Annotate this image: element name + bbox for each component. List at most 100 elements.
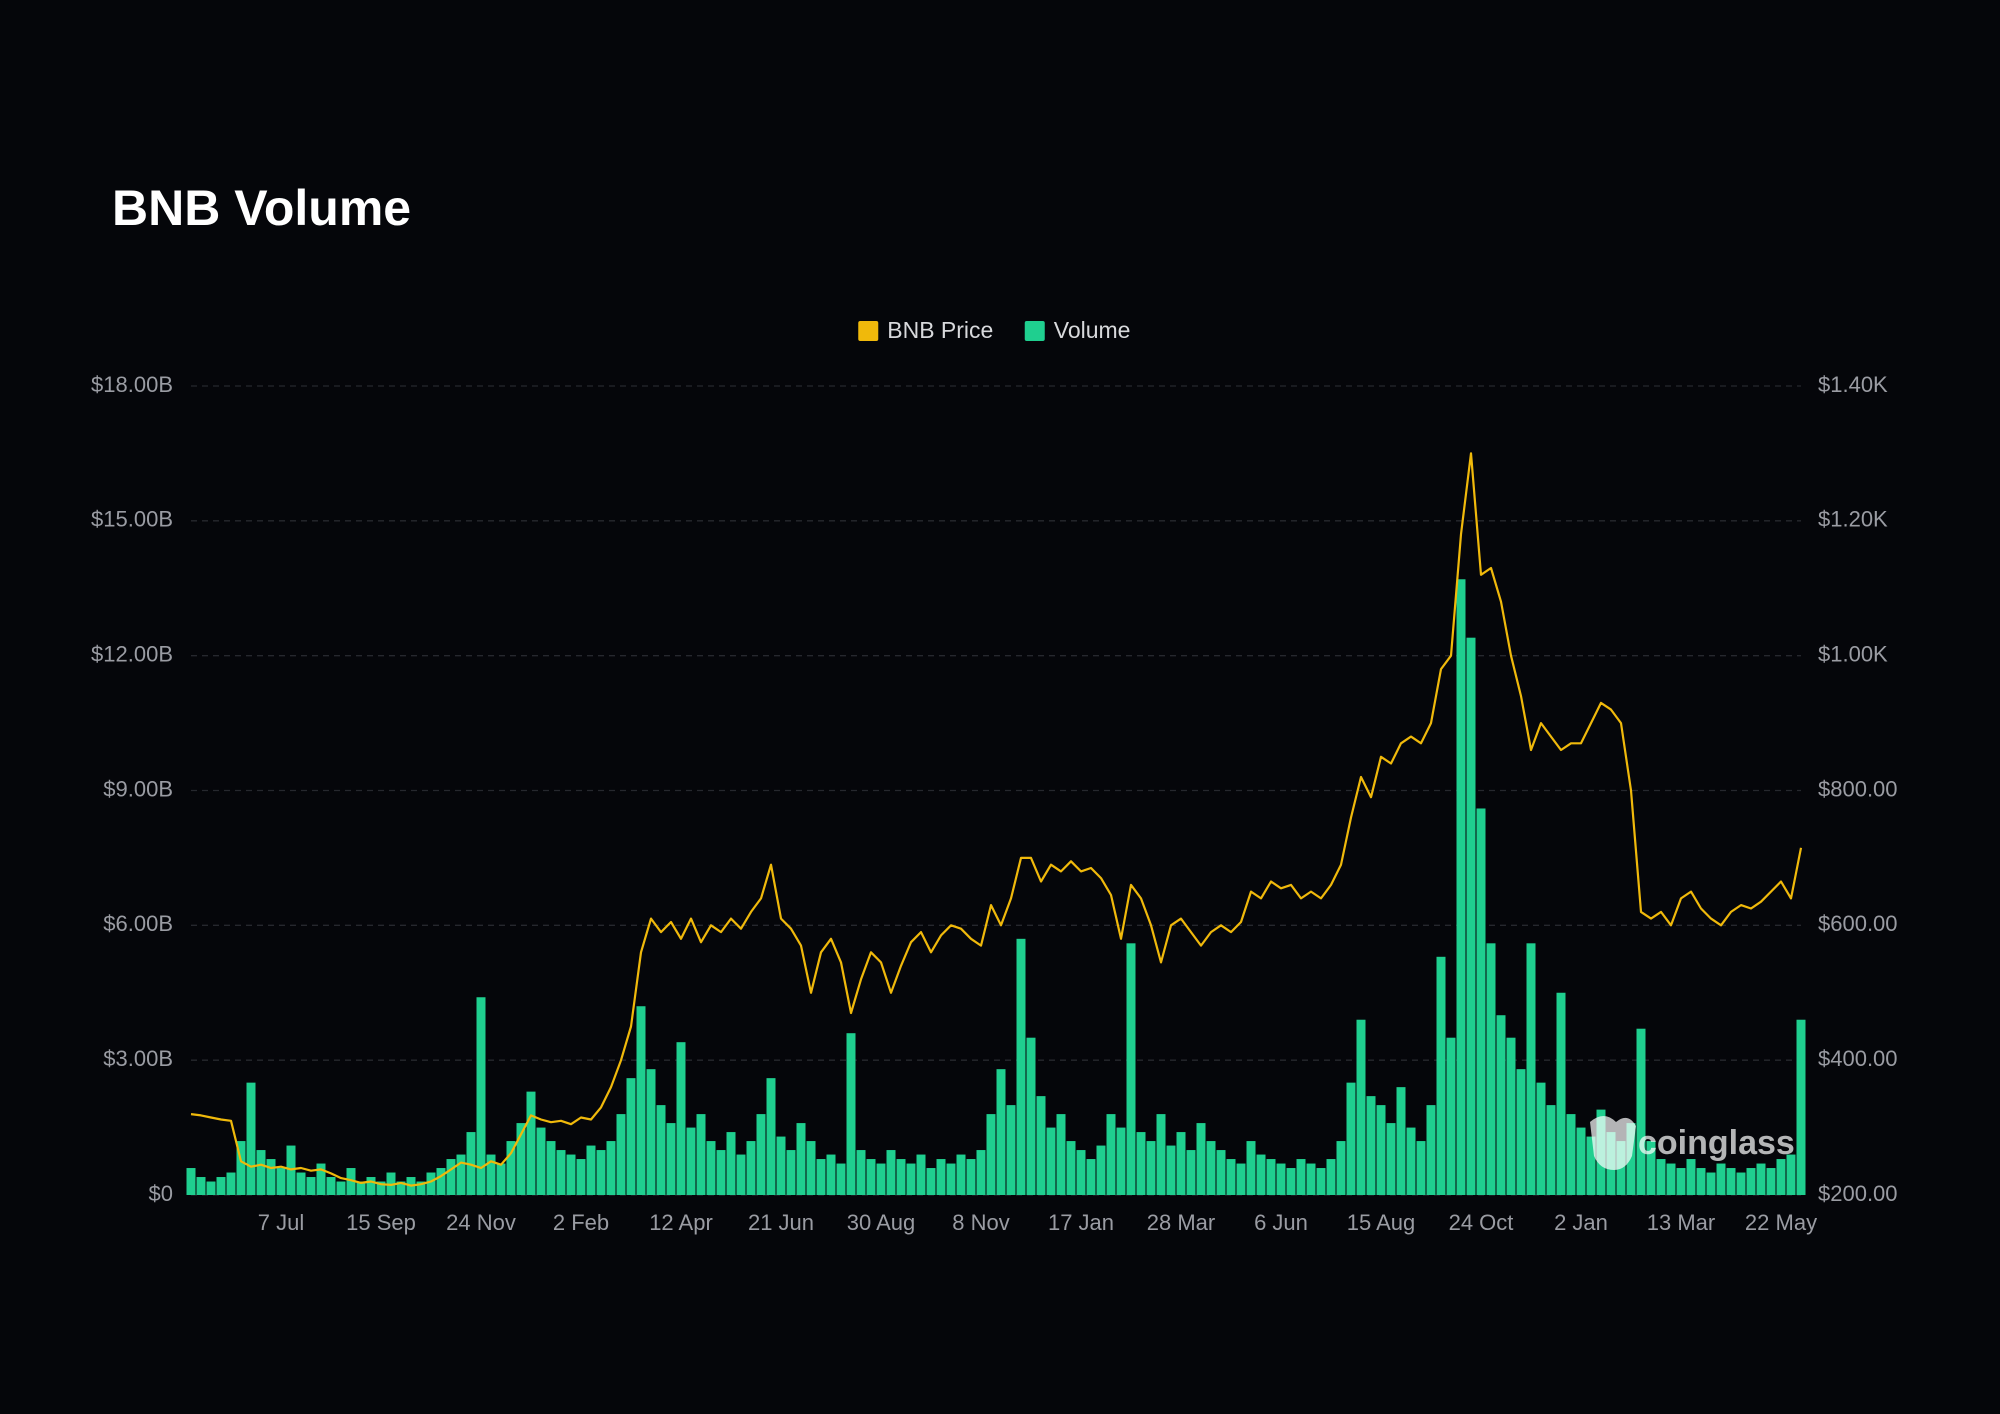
volume-bar — [1516, 1069, 1526, 1195]
x-tick-label: 30 Aug — [847, 1210, 916, 1235]
volume-bar — [1446, 1037, 1456, 1195]
volume-bar — [1766, 1168, 1776, 1195]
volume-bar — [726, 1132, 736, 1195]
volume-bar — [1286, 1168, 1296, 1195]
legend-label: BNB Price — [887, 317, 993, 343]
volume-bar — [686, 1127, 696, 1195]
legend-swatch — [1024, 321, 1045, 341]
volume-bar — [1456, 579, 1466, 1195]
x-tick-label: 12 Apr — [649, 1210, 713, 1235]
volume-bar — [506, 1141, 516, 1195]
volume-bar — [1736, 1172, 1746, 1195]
legend-swatch — [858, 321, 879, 341]
volume-bar — [676, 1042, 686, 1195]
volume-bar — [1156, 1114, 1166, 1195]
volume-bar — [826, 1154, 836, 1195]
volume-bar — [346, 1168, 356, 1195]
x-tick-label: 28 Mar — [1147, 1210, 1215, 1235]
volume-bar — [296, 1172, 306, 1195]
volume-bar — [1226, 1159, 1236, 1195]
volume-bar — [576, 1159, 586, 1195]
volume-bar — [1556, 992, 1566, 1195]
volume-bar — [1356, 1019, 1366, 1195]
volume-bar — [1566, 1114, 1576, 1195]
volume-bar — [1746, 1168, 1756, 1195]
volume-bar — [456, 1154, 466, 1195]
volume-bar — [1056, 1114, 1066, 1195]
volume-bar — [1686, 1159, 1696, 1195]
volume-bar — [1266, 1159, 1276, 1195]
volume-bar — [1166, 1145, 1176, 1195]
volume-bar — [816, 1159, 826, 1195]
y-tick-label: $18.00B — [91, 372, 173, 397]
volume-bar — [1106, 1114, 1116, 1195]
volume-bar — [356, 1181, 366, 1195]
volume-bar — [1276, 1163, 1286, 1195]
volume-bar — [326, 1177, 336, 1195]
volume-bar — [876, 1163, 886, 1195]
volume-bar — [476, 997, 486, 1195]
y-tick-label: $3.00B — [103, 1046, 173, 1071]
volume-bar — [1006, 1105, 1016, 1195]
volume-bar — [1116, 1127, 1126, 1195]
volume-bar — [786, 1150, 796, 1195]
y-tick-label: $6.00B — [103, 911, 173, 936]
x-tick-label: 24 Oct — [1449, 1210, 1514, 1235]
volume-bar — [1186, 1150, 1196, 1195]
volume-bar — [1316, 1168, 1326, 1195]
volume-bar — [1486, 943, 1496, 1195]
volume-bar — [1416, 1141, 1426, 1195]
volume-bar — [1786, 1154, 1796, 1195]
volume-bar — [376, 1181, 386, 1195]
volume-bar — [1536, 1082, 1546, 1195]
volume-bar — [836, 1163, 846, 1195]
volume-bar — [196, 1177, 206, 1195]
x-tick-label: 13 Mar — [1647, 1210, 1715, 1235]
volume-bar — [966, 1159, 976, 1195]
x-tick-label: 24 Nov — [446, 1210, 516, 1235]
volume-bar — [1626, 1123, 1636, 1195]
volume-bar — [306, 1177, 316, 1195]
watermark-text: coinglass — [1638, 1124, 1795, 1162]
volume-bar — [226, 1172, 236, 1195]
volume-bar — [1376, 1105, 1386, 1195]
volume-bar — [1046, 1127, 1056, 1195]
volume-bar — [386, 1172, 396, 1195]
volume-bar — [1216, 1150, 1226, 1195]
volume-bar — [1636, 1028, 1646, 1195]
volume-bar — [1076, 1150, 1086, 1195]
volume-bar — [1246, 1141, 1256, 1195]
price-line — [190, 452, 1803, 1187]
volume-bar — [1796, 1019, 1806, 1195]
y-tick-label: $12.00B — [91, 641, 173, 666]
chart-title: BNB Volume — [112, 180, 411, 236]
volume-bar — [216, 1177, 226, 1195]
y2-tick-label: $1.20K — [1818, 507, 1888, 532]
volume-bar — [936, 1159, 946, 1195]
volume-bar — [1016, 938, 1026, 1195]
price-line — [190, 452, 1803, 1187]
volume-bar — [1236, 1163, 1246, 1195]
volume-bar — [1656, 1159, 1666, 1195]
x-tick-label: 2 Jan — [1554, 1210, 1608, 1235]
volume-bar — [266, 1159, 276, 1195]
volume-bar — [1136, 1132, 1146, 1195]
volume-bar — [556, 1150, 566, 1195]
volume-bar — [416, 1181, 426, 1195]
volume-bar — [1306, 1163, 1316, 1195]
y2-tick-label: $800.00 — [1818, 776, 1898, 801]
x-tick-label: 21 Jun — [748, 1210, 814, 1235]
volume-bar — [1466, 637, 1476, 1195]
volume-bar — [856, 1150, 866, 1195]
volume-bar — [1666, 1163, 1676, 1195]
volume-bar — [1646, 1141, 1656, 1195]
volume-bar — [796, 1123, 806, 1195]
volume-bar — [656, 1105, 666, 1195]
volume-bar — [1196, 1123, 1206, 1195]
volume-bar — [1336, 1141, 1346, 1195]
volume-bar — [1436, 956, 1446, 1195]
volume-bar — [1346, 1082, 1356, 1195]
volume-bar — [996, 1069, 1006, 1195]
volume-bar — [846, 1033, 856, 1195]
